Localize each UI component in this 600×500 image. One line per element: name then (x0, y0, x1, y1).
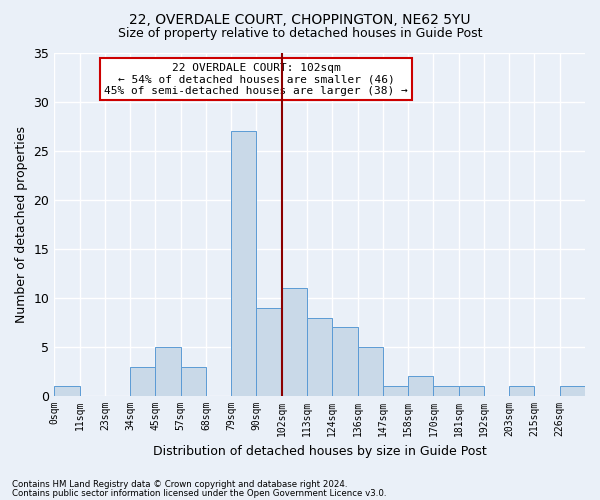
Y-axis label: Number of detached properties: Number of detached properties (15, 126, 28, 323)
Text: 22 OVERDALE COURT: 102sqm
← 54% of detached houses are smaller (46)
45% of semi-: 22 OVERDALE COURT: 102sqm ← 54% of detac… (104, 63, 408, 96)
Bar (458, 386, 484, 396)
Bar (282, 288, 307, 396)
Bar (560, 386, 585, 396)
Bar (54, 386, 80, 396)
Text: Contains HM Land Registry data © Crown copyright and database right 2024.: Contains HM Land Registry data © Crown c… (12, 480, 347, 489)
Text: Contains public sector information licensed under the Open Government Licence v3: Contains public sector information licen… (12, 489, 386, 498)
Bar (383, 386, 408, 396)
Bar (332, 328, 358, 396)
Text: 22, OVERDALE COURT, CHOPPINGTON, NE62 5YU: 22, OVERDALE COURT, CHOPPINGTON, NE62 5Y… (129, 12, 471, 26)
Bar (358, 347, 383, 396)
Bar (408, 376, 433, 396)
Bar (231, 131, 256, 396)
Bar (256, 308, 282, 396)
Text: Size of property relative to detached houses in Guide Post: Size of property relative to detached ho… (118, 28, 482, 40)
Bar (130, 366, 155, 396)
X-axis label: Distribution of detached houses by size in Guide Post: Distribution of detached houses by size … (153, 444, 487, 458)
Bar (509, 386, 535, 396)
Bar (433, 386, 458, 396)
Bar (181, 366, 206, 396)
Bar (155, 347, 181, 396)
Bar (307, 318, 332, 396)
